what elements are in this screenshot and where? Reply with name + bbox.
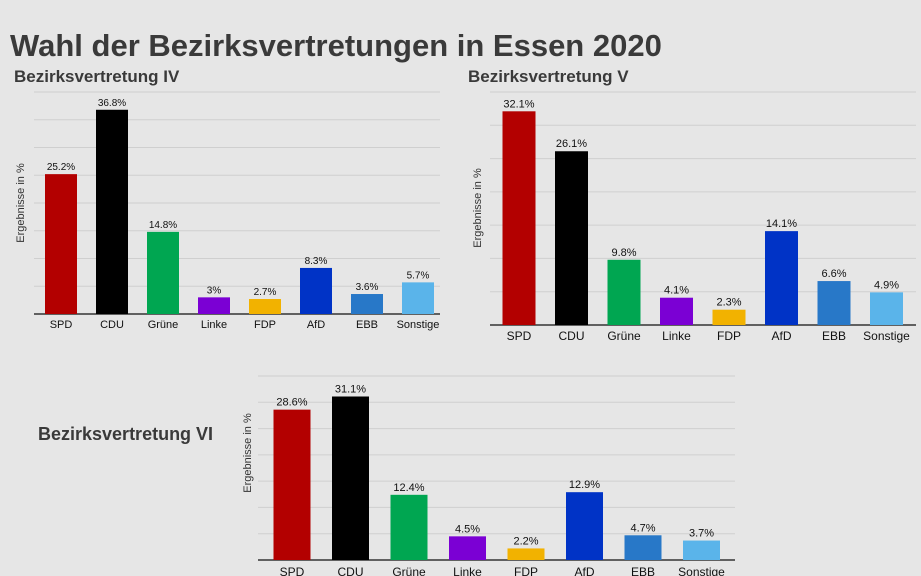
category-label-cdu: CDU — [338, 565, 364, 576]
category-label-cdu: CDU — [100, 319, 124, 331]
value-label-afd: 12.9% — [569, 479, 600, 491]
value-label-sonstige: 4.9% — [874, 279, 899, 291]
value-label-gruene: 12.4% — [393, 482, 424, 494]
bar-fdp — [249, 299, 281, 314]
category-label-spd: SPD — [507, 329, 532, 343]
value-label-fdp: 2.3% — [716, 297, 741, 309]
bar-sonstige — [683, 540, 720, 560]
value-label-gruene: 9.8% — [611, 247, 636, 259]
category-label-gruene: Grüne — [392, 565, 426, 576]
page-title: Wahl der Bezirksvertretungen in Essen 20… — [10, 28, 662, 63]
chart-title-bv-vi: Bezirksvertretung VI — [38, 424, 214, 444]
bar-cdu — [555, 151, 588, 325]
value-label-cdu: 26.1% — [556, 138, 587, 150]
chart-title-bv-v: Bezirksvertretung V — [468, 67, 629, 86]
value-label-afd: 8.3% — [305, 256, 328, 267]
bar-gruene — [607, 259, 641, 325]
value-label-sonstige: 3.7% — [689, 528, 714, 540]
value-label-cdu: 31.1% — [335, 384, 366, 396]
category-label-sonstige: Sonstige — [397, 319, 440, 331]
value-label-ebb: 4.7% — [630, 522, 655, 534]
category-label-spd: SPD — [280, 565, 305, 576]
bar-fdp — [507, 548, 545, 560]
category-label-linke: Linke — [201, 319, 227, 331]
bar-cdu — [96, 109, 128, 314]
bar-ebb — [817, 281, 851, 325]
value-label-spd: 28.6% — [276, 397, 307, 409]
category-label-cdu: CDU — [559, 329, 585, 343]
value-label-ebb: 3.6% — [356, 282, 379, 293]
y-axis-label: Ergebnisse in % — [15, 163, 27, 243]
bar-gruene — [147, 231, 179, 314]
category-label-gruene: Grüne — [607, 329, 641, 343]
category-label-linke: Linke — [662, 329, 691, 343]
category-label-fdp: FDP — [717, 329, 741, 343]
category-label-linke: Linke — [453, 565, 482, 576]
bar-ebb — [624, 535, 662, 560]
value-label-ebb: 6.6% — [821, 268, 846, 280]
bar-cdu — [332, 396, 369, 560]
value-label-linke: 4.1% — [664, 285, 689, 297]
value-label-fdp: 2.2% — [513, 535, 538, 547]
category-label-gruene: Grüne — [148, 319, 179, 331]
category-label-fdp: FDP — [254, 319, 276, 331]
category-label-fdp: FDP — [514, 565, 538, 576]
bar-linke — [660, 297, 693, 325]
bar-spd — [502, 111, 536, 325]
value-label-spd: 25.2% — [47, 162, 75, 173]
category-label-ebb: EBB — [822, 329, 846, 343]
bar-afd — [765, 231, 798, 325]
category-label-sonstige: Sonstige — [863, 329, 910, 343]
value-label-spd: 32.1% — [503, 98, 534, 110]
category-label-afd: AfD — [574, 565, 594, 576]
category-label-afd: AfD — [771, 329, 791, 343]
bar-fdp — [712, 309, 746, 325]
value-label-fdp: 2.7% — [254, 287, 277, 298]
value-label-gruene: 14.8% — [149, 220, 177, 231]
bar-afd — [566, 492, 603, 560]
category-label-spd: SPD — [50, 319, 73, 331]
value-label-afd: 14.1% — [766, 218, 797, 230]
bar-sonstige — [402, 282, 434, 314]
category-label-ebb: EBB — [356, 319, 378, 331]
value-label-linke: 4.5% — [455, 523, 480, 535]
bar-ebb — [351, 294, 383, 314]
bar-linke — [198, 297, 230, 314]
category-label-ebb: EBB — [631, 565, 655, 576]
y-axis-label: Ergebnisse in % — [242, 413, 254, 493]
y-axis-label: Ergebnisse in % — [472, 168, 484, 248]
value-label-sonstige: 5.7% — [407, 270, 430, 281]
category-label-afd: AfD — [307, 319, 325, 331]
bar-spd — [273, 409, 311, 560]
value-label-linke: 3% — [207, 285, 222, 296]
bar-gruene — [390, 494, 428, 560]
bar-sonstige — [870, 292, 903, 325]
category-label-sonstige: Sonstige — [678, 565, 725, 576]
chart-title-bv-iv: Bezirksvertretung IV — [14, 67, 180, 86]
bar-afd — [300, 267, 332, 314]
value-label-cdu: 36.8% — [98, 98, 126, 109]
bar-spd — [45, 174, 77, 314]
bar-linke — [449, 536, 486, 560]
